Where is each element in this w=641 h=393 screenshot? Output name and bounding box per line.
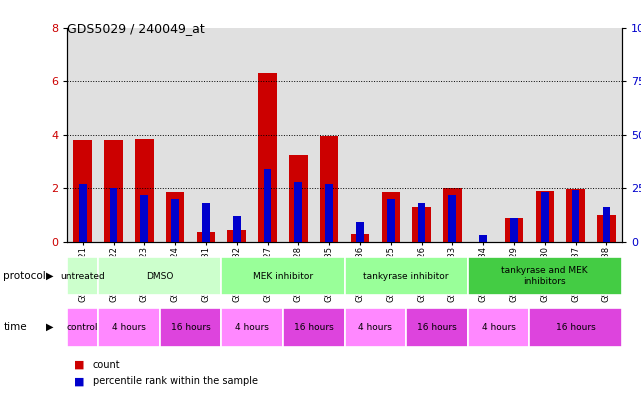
Bar <box>387 199 395 242</box>
Bar <box>67 257 98 296</box>
Bar <box>535 191 554 242</box>
Bar <box>74 140 92 242</box>
Bar <box>406 28 437 242</box>
Text: 16 hours: 16 hours <box>171 323 210 332</box>
Text: DMSO: DMSO <box>146 272 174 281</box>
Bar <box>197 232 215 242</box>
Text: ■: ■ <box>74 376 84 386</box>
Text: ▶: ▶ <box>46 322 54 332</box>
Bar <box>325 184 333 242</box>
Bar <box>479 235 487 242</box>
Bar <box>190 28 221 242</box>
Bar <box>510 218 518 242</box>
Bar <box>110 188 117 242</box>
Text: protocol: protocol <box>3 271 46 281</box>
Text: ▶: ▶ <box>46 271 54 281</box>
Bar <box>412 207 431 242</box>
Bar <box>135 139 154 242</box>
Bar <box>597 215 615 242</box>
Bar <box>418 203 426 242</box>
Bar <box>313 28 345 242</box>
Bar <box>345 28 376 242</box>
Bar <box>140 195 148 242</box>
Text: GDS5029 / 240049_at: GDS5029 / 240049_at <box>67 22 205 35</box>
Text: 4 hours: 4 hours <box>481 323 515 332</box>
Bar <box>221 257 345 296</box>
Text: 4 hours: 4 hours <box>358 323 392 332</box>
Bar <box>258 73 277 242</box>
Bar <box>437 28 468 242</box>
Bar <box>129 28 160 242</box>
Bar <box>345 308 406 347</box>
Bar <box>468 257 622 296</box>
Text: percentile rank within the sample: percentile rank within the sample <box>93 376 258 386</box>
Bar <box>252 28 283 242</box>
Bar <box>591 28 622 242</box>
Bar <box>381 192 400 242</box>
Bar <box>376 28 406 242</box>
Bar <box>221 28 252 242</box>
Bar <box>67 28 98 242</box>
Bar <box>468 28 499 242</box>
Text: 16 hours: 16 hours <box>556 323 595 332</box>
Text: control: control <box>67 323 99 332</box>
Bar <box>345 257 468 296</box>
Text: ■: ■ <box>74 360 84 370</box>
Bar <box>233 216 240 242</box>
Text: 4 hours: 4 hours <box>235 323 269 332</box>
Bar <box>283 28 313 242</box>
Bar <box>499 28 529 242</box>
Bar <box>289 155 308 242</box>
Bar <box>541 193 549 242</box>
Bar <box>98 28 129 242</box>
Bar <box>443 188 462 242</box>
Bar <box>98 257 221 296</box>
Bar <box>567 189 585 242</box>
Bar <box>356 222 364 242</box>
Bar <box>98 308 160 347</box>
Text: tankyrase inhibitor: tankyrase inhibitor <box>363 272 449 281</box>
Bar <box>468 308 529 347</box>
Bar <box>228 230 246 242</box>
Bar <box>529 28 560 242</box>
Bar <box>283 308 345 347</box>
Text: 16 hours: 16 hours <box>417 323 457 332</box>
Bar <box>79 184 87 242</box>
Bar <box>263 169 271 242</box>
Bar <box>572 190 579 242</box>
Bar <box>202 203 210 242</box>
Bar <box>449 195 456 242</box>
Bar <box>67 308 98 347</box>
Bar <box>166 192 185 242</box>
Bar <box>160 308 221 347</box>
Bar <box>351 234 369 242</box>
Bar <box>504 218 523 242</box>
Text: tankyrase and MEK
inhibitors: tankyrase and MEK inhibitors <box>501 266 588 286</box>
Bar <box>320 136 338 242</box>
Bar <box>560 28 591 242</box>
Bar <box>104 140 123 242</box>
Text: 16 hours: 16 hours <box>294 323 333 332</box>
Bar <box>221 308 283 347</box>
Text: time: time <box>3 322 27 332</box>
Text: 4 hours: 4 hours <box>112 323 146 332</box>
Text: count: count <box>93 360 121 370</box>
Bar <box>294 182 302 242</box>
Bar <box>406 308 468 347</box>
Bar <box>529 308 622 347</box>
Bar <box>603 208 610 242</box>
Text: untreated: untreated <box>60 272 105 281</box>
Text: MEK inhibitor: MEK inhibitor <box>253 272 313 281</box>
Bar <box>171 199 179 242</box>
Bar <box>160 28 190 242</box>
